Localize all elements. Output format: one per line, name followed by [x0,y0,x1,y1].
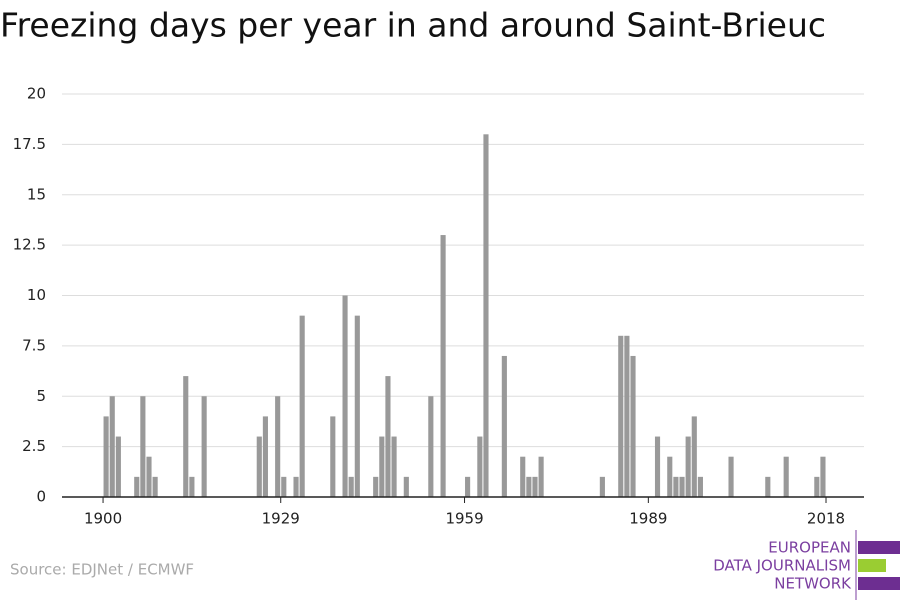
y-tick-label: 12.5 [13,236,46,254]
bar [673,476,679,497]
logo-text: DATA JOURNALISM [713,557,851,575]
bar [440,235,446,498]
bar [654,436,661,497]
y-tick-label: 17.5 [13,135,46,153]
bar [820,456,826,497]
bar [342,295,348,497]
bar [728,456,734,497]
bar [618,335,624,497]
bar [697,476,703,497]
bar [201,396,207,497]
bar [293,476,299,497]
x-tick-label: 2018 [807,510,845,528]
bar [532,476,538,497]
bar [526,476,532,497]
y-tick-label: 7.5 [22,336,46,354]
y-tick-label: 5 [36,387,46,405]
bar [403,476,409,497]
bar [391,436,397,497]
bar [691,416,697,497]
bar [379,436,385,497]
chart-title: Freezing days per year in and around Sai… [0,6,826,45]
bar [134,476,140,497]
x-tick-label: 1959 [445,510,483,528]
bar [330,416,336,497]
bar [428,396,434,497]
bar [183,376,189,497]
source: Source: EDJNet / ECMWF [10,561,194,579]
bar [103,416,109,497]
bar [501,355,507,497]
bar [262,416,268,497]
bar [373,476,379,497]
bar [477,436,483,497]
bar [299,315,305,497]
bar [140,396,146,497]
bar [624,335,630,497]
bar [354,315,360,497]
x-tick-label: 1989 [629,510,667,528]
bar [189,476,195,497]
bar [152,476,158,497]
bar [814,476,820,497]
logo-text: EUROPEAN [768,539,851,557]
bar [483,134,489,498]
logo-bar [858,559,886,572]
bar [146,456,152,497]
x-tick-label: 1929 [262,510,300,528]
y-tick-label: 10 [27,286,46,304]
bar [630,355,636,497]
bar [520,456,526,497]
logo-bar [858,541,900,554]
bar [385,376,391,497]
bar [465,476,471,497]
bar [783,456,789,497]
bar [115,436,121,497]
y-tick-label: 2.5 [22,437,46,455]
bar [538,456,544,497]
x-tick-label: 1900 [84,510,122,528]
y-tick-label: 15 [27,185,46,203]
bar [667,456,673,497]
y-tick-label: 20 [27,85,46,103]
bar [348,476,354,497]
logo-text: NETWORK [774,575,852,593]
bar [765,476,771,497]
bar [281,476,287,497]
bar [685,436,691,497]
bar [275,396,281,497]
logo-bar [858,577,900,590]
bar [679,476,685,497]
y-tick-label: 0 [36,488,46,506]
bar [256,436,262,497]
bar [109,396,115,497]
bar [599,476,605,497]
